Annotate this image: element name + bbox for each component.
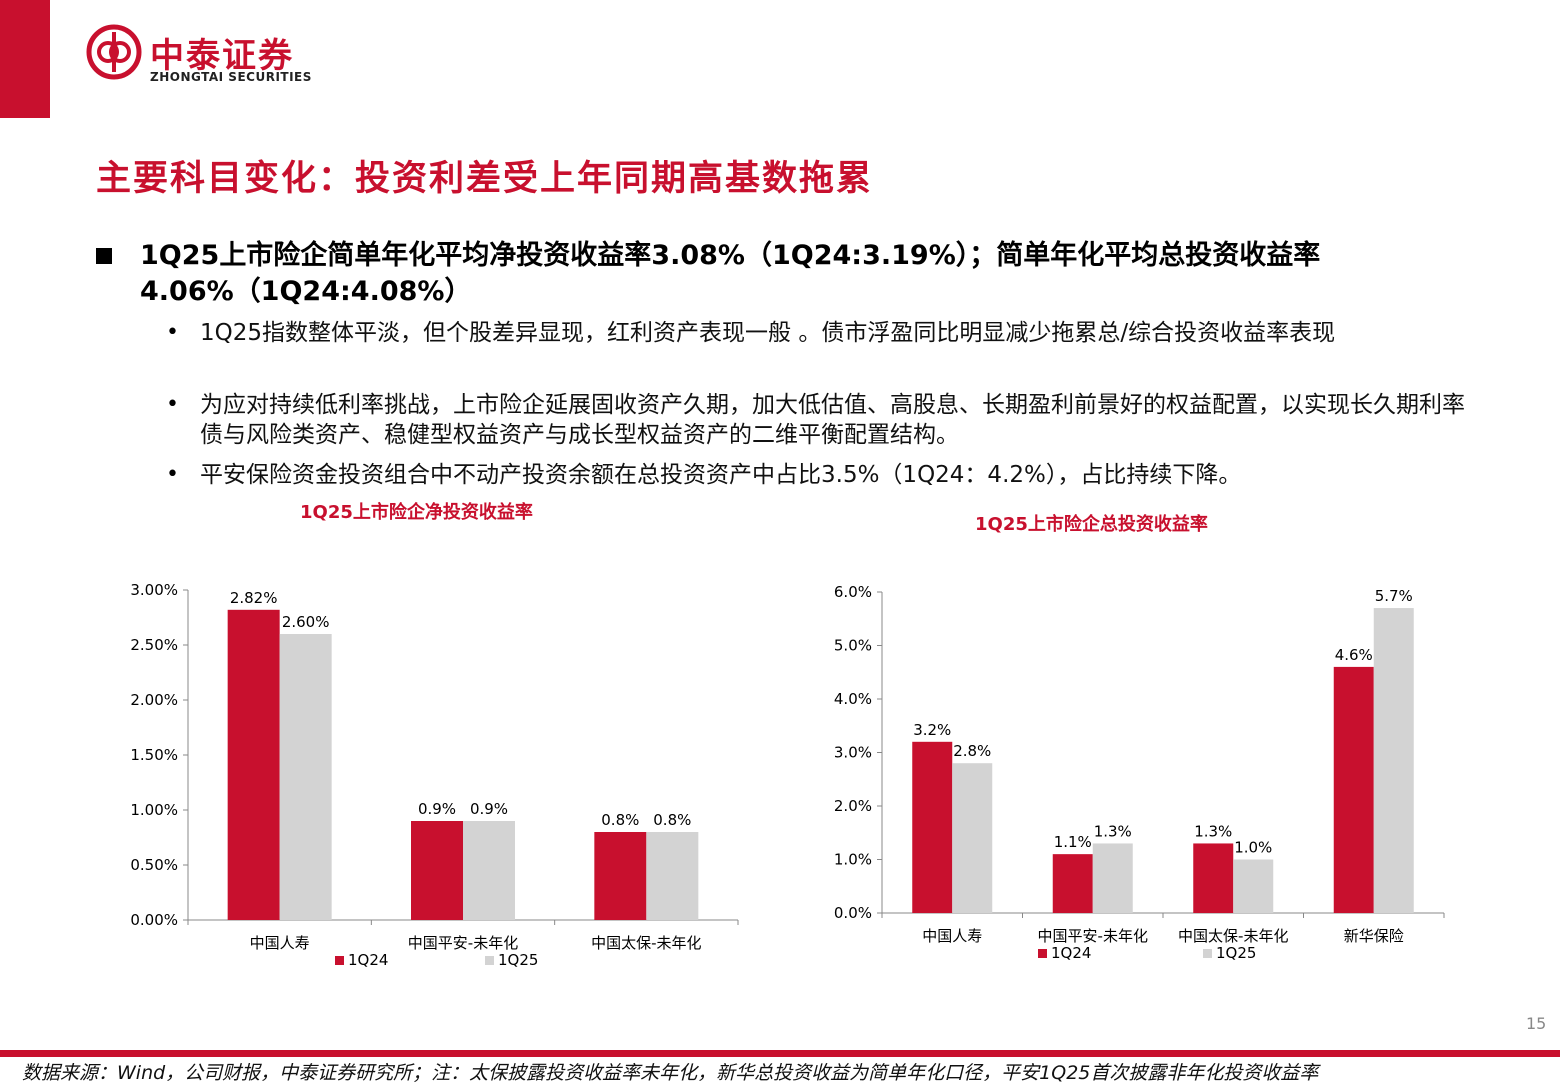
- data-label: 1.0%: [1234, 839, 1272, 857]
- bar-1q24: [227, 609, 280, 920]
- bar-1q25: [463, 821, 515, 920]
- data-label: 0.9%: [418, 800, 456, 818]
- legend-swatch: [1203, 949, 1212, 958]
- page-number: 15: [1526, 1014, 1547, 1033]
- data-label: 3.2%: [913, 721, 951, 739]
- y-tick-label: 1.0%: [834, 851, 872, 869]
- data-label: 0.8%: [653, 811, 691, 829]
- y-tick-label: 3.00%: [130, 581, 178, 599]
- x-tick-label: 中国平安-未年化: [408, 934, 518, 952]
- bullet-dot-icon: •: [166, 392, 179, 417]
- bar-1q24: [1193, 843, 1234, 913]
- legend-label: 1Q24: [348, 951, 388, 969]
- legend-swatch: [485, 956, 494, 965]
- data-label: 2.60%: [282, 613, 330, 631]
- sub-point-1: 1Q25指数整体平淡，但个股差异显现，红利资产表现一般 。债市浮盈同比明显减少拖…: [200, 320, 1336, 346]
- data-label: 1.3%: [1194, 822, 1232, 840]
- data-label: 2.8%: [953, 742, 991, 760]
- square-bullet-icon: [96, 248, 112, 264]
- y-tick-label: 3.0%: [834, 744, 872, 762]
- y-tick-label: 0.0%: [834, 904, 872, 922]
- legend-label: 1Q24: [1051, 944, 1091, 962]
- main-point: 1Q25上市险企简单年化平均净投资收益率3.08%（1Q24:3.19%）；简单…: [140, 240, 1321, 307]
- bullet-dot-icon: •: [166, 320, 179, 345]
- x-tick-label: 中国太保-未年化: [1178, 927, 1288, 945]
- legend-label: 1Q25: [1216, 944, 1256, 962]
- data-label: 5.7%: [1375, 587, 1413, 605]
- x-tick-label: 中国人寿: [922, 927, 982, 945]
- logo-text-cn: 中泰证券: [150, 36, 294, 76]
- bar-1q24: [1333, 666, 1374, 913]
- bar-1q25: [1233, 859, 1274, 913]
- bar-1q24: [1052, 854, 1093, 913]
- data-label: 4.6%: [1335, 646, 1373, 664]
- bar-1q24: [594, 832, 647, 920]
- zhongtai-logo-icon: [86, 24, 142, 80]
- y-tick-label: 1.50%: [130, 746, 178, 764]
- total-yield-chart: 0.0% 1.0% 2.0% 3.0% 4.0% 5.0% 6.0% 中国人寿 中国平安-未年化…: [834, 583, 1445, 962]
- y-tick-label: 0.00%: [130, 911, 178, 929]
- y-tick-label: 5.0%: [834, 637, 872, 655]
- slide-title: 主要科目变化：投资利差受上年同期高基数拖累: [96, 159, 874, 199]
- chart-title-net-yield: 1Q25上市险企净投资收益率: [300, 502, 533, 523]
- header-accent-bar: [0, 0, 50, 118]
- bar-1q25: [279, 634, 332, 920]
- x-tick-label: 新华保险: [1344, 927, 1404, 945]
- data-label: 1.3%: [1094, 822, 1132, 840]
- data-label: 0.8%: [601, 811, 639, 829]
- y-tick-label: 2.0%: [834, 797, 872, 815]
- footer-accent-bar: [0, 1050, 1560, 1057]
- y-tick-label: 0.50%: [130, 856, 178, 874]
- legend-swatch: [335, 956, 344, 965]
- bar-1q25: [1092, 843, 1133, 913]
- legend-label: 1Q25: [498, 951, 538, 969]
- bar-1q24: [411, 821, 463, 920]
- data-label: 2.82%: [230, 589, 278, 607]
- data-label: 1.1%: [1054, 833, 1092, 851]
- net-yield-chart: 0.00% 0.50% 1.00% 1.50% 2.00% 2.50% 3.00% 中国人寿 中…: [130, 581, 739, 969]
- sub-point-2: 为应对持续低利率挑战，上市险企延展固收资产久期，加大低估值、高股息、长期盈利前景…: [200, 392, 1465, 448]
- bar-1q25: [1373, 608, 1414, 913]
- footer-source-note: 数据来源：Wind，公司财报，中泰证券研究所；注：太保披露投资收益率未年化，新华…: [22, 1062, 1319, 1084]
- y-tick-label: 6.0%: [834, 583, 872, 601]
- x-tick-label: 中国太保-未年化: [591, 934, 701, 952]
- bar-1q25: [952, 763, 993, 913]
- x-tick-label: 中国平安-未年化: [1038, 927, 1148, 945]
- logo-text-en: ZHONGTAI SECURITIES: [150, 70, 312, 84]
- legend-swatch: [1038, 949, 1047, 958]
- y-tick-label: 2.00%: [130, 691, 178, 709]
- bar-1q25: [646, 832, 699, 920]
- data-label: 0.9%: [470, 800, 508, 818]
- y-tick-label: 4.0%: [834, 690, 872, 708]
- y-tick-label: 1.00%: [130, 801, 178, 819]
- chart-title-total-yield: 1Q25上市险企总投资收益率: [975, 514, 1208, 535]
- bullet-dot-icon: •: [166, 462, 179, 487]
- x-tick-label: 中国人寿: [250, 934, 310, 952]
- bar-1q24: [912, 741, 953, 913]
- y-tick-label: 2.50%: [130, 636, 178, 654]
- sub-point-3: 平安保险资金投资组合中不动产投资余额在总投资资产中占比3.5%（1Q24：4.2…: [200, 462, 1242, 488]
